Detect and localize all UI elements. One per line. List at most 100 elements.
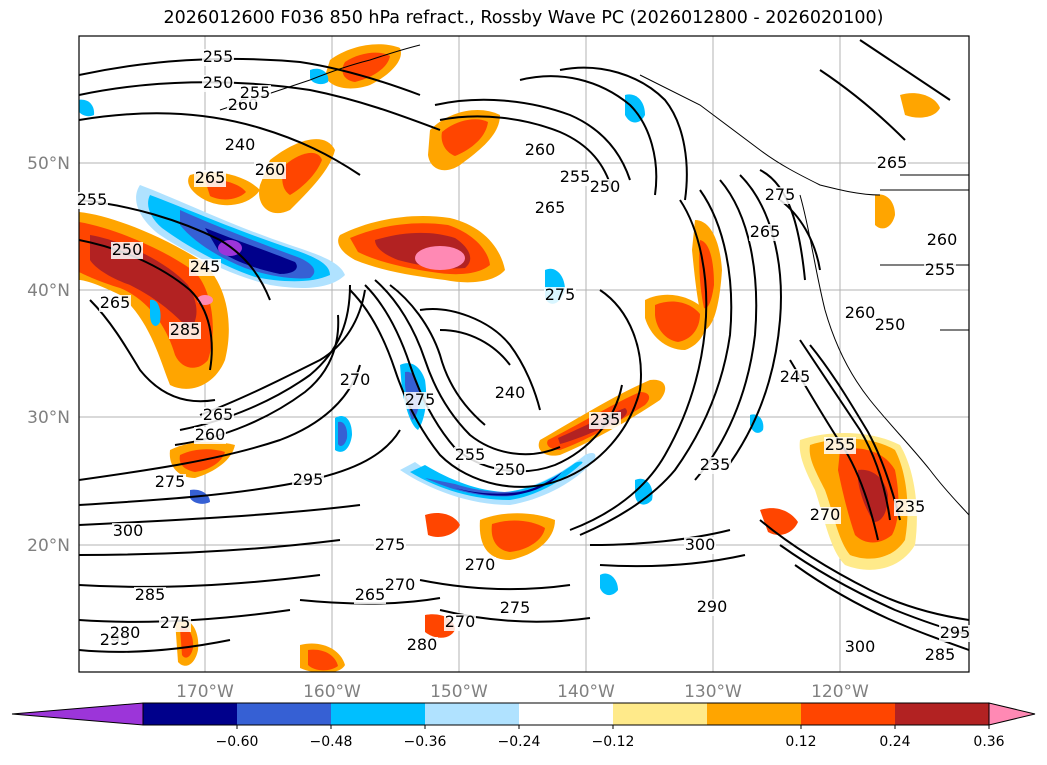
lon-label: 170°W xyxy=(176,682,234,702)
contour-label-bg xyxy=(924,262,956,279)
contour-label: 265 xyxy=(203,405,234,424)
lat-label: 30°N xyxy=(27,408,70,428)
contour-label-bg xyxy=(111,242,143,259)
colorbar-segment xyxy=(425,703,519,725)
contour-label-bg xyxy=(939,625,971,642)
contour-label: 260 xyxy=(927,230,958,249)
colorbar-tick-label: 0.24 xyxy=(879,734,910,750)
contour-label: 275 xyxy=(500,598,531,617)
contour-label: 265 xyxy=(100,293,131,312)
contour-label-bg xyxy=(374,537,406,554)
contour-label-bg xyxy=(454,447,486,464)
contour-label: 280 xyxy=(110,623,141,642)
contour-label: 265 xyxy=(877,153,908,172)
contour-label-bg xyxy=(926,232,958,249)
colorbar-tick-label: −0.60 xyxy=(216,734,259,750)
colorbar-tick-label: 0.12 xyxy=(785,734,816,750)
lon-label: 120°W xyxy=(811,682,869,702)
contour-label: 255 xyxy=(240,83,271,102)
colorbar-segment xyxy=(613,703,707,725)
contour-label-bg xyxy=(464,557,496,574)
contour-label: 275 xyxy=(155,472,186,491)
contour-label-bg xyxy=(696,599,728,616)
contour-label-bg xyxy=(494,462,526,479)
contour-label-bg xyxy=(589,412,621,429)
contour-label-bg xyxy=(874,317,906,334)
contour-label: 250 xyxy=(203,73,234,92)
refractivity-contours xyxy=(79,39,969,653)
contour-label: 255 xyxy=(560,167,591,186)
colorbar: −0.60−0.48−0.36−0.24−0.120.120.240.360.4… xyxy=(11,702,1036,750)
lat-label: 50°N xyxy=(27,154,70,174)
contour-label: 275 xyxy=(160,613,191,632)
contour-label-bg xyxy=(894,499,926,516)
lon-label: 160°W xyxy=(303,682,361,702)
contour-label: 270 xyxy=(810,505,841,524)
contour-label-bg xyxy=(254,162,286,179)
colorbar-tick-label: −0.12 xyxy=(592,734,635,750)
contour-label-bg xyxy=(779,369,811,386)
contour-label: 295 xyxy=(940,623,971,642)
contour-label: 275 xyxy=(545,285,576,304)
contour-label: 235 xyxy=(895,497,926,516)
colorbar-segment xyxy=(331,703,425,725)
contour-label-bg xyxy=(112,523,144,540)
lon-label: 140°W xyxy=(557,682,615,702)
colorbar-tick-label: 0.36 xyxy=(973,734,1004,750)
contour-label: 270 xyxy=(385,575,416,594)
contour-label-bg xyxy=(844,305,876,322)
map-title: 2026012600 F036 850 hPa refract., Rossby… xyxy=(163,8,884,28)
contour-label-bg xyxy=(699,457,731,474)
contour-label: 255 xyxy=(77,190,108,209)
contour-label: 295 xyxy=(293,470,324,489)
contour-label-bg xyxy=(406,637,438,654)
contour-label-bg xyxy=(876,155,908,172)
lat-label: 40°N xyxy=(27,281,70,301)
contour-label-bg xyxy=(292,472,324,489)
contour-label-bg xyxy=(404,392,436,409)
map-frame xyxy=(78,35,970,673)
contour-label-bg xyxy=(109,625,141,642)
colorbar-extend-max xyxy=(988,702,1036,726)
contour-label-bg xyxy=(224,137,256,154)
contour-label: 265 xyxy=(750,222,781,241)
contour-label: 275 xyxy=(375,535,406,554)
contour-label-bg xyxy=(589,179,621,196)
contour-label: 285 xyxy=(925,645,956,664)
contour-label-bg xyxy=(76,192,108,209)
contour-label: 290 xyxy=(697,597,728,616)
lon-label: 150°W xyxy=(430,682,488,702)
contour-label-bg xyxy=(764,187,796,204)
contour-label-bg xyxy=(202,49,234,66)
contour-label-bg xyxy=(169,322,201,339)
colorbar-tick-label: −0.24 xyxy=(498,734,541,750)
contour-label-bg xyxy=(134,587,166,604)
contour-label-bg xyxy=(499,600,531,617)
contour-label: 255 xyxy=(825,435,856,454)
contour-label-bg xyxy=(384,577,416,594)
contour-label: 250 xyxy=(495,460,526,479)
contour-label-bg xyxy=(494,385,526,402)
contour-label: 245 xyxy=(190,257,221,276)
contour-label-bg xyxy=(559,169,591,186)
colorbar-segment xyxy=(707,703,801,725)
contour-label-bg xyxy=(844,639,876,656)
contour-label-bg xyxy=(159,615,191,632)
colorbar-segment xyxy=(801,703,895,725)
contour-label: 300 xyxy=(113,521,144,540)
contour-label-bg xyxy=(444,614,476,631)
contour-label: 265 xyxy=(355,585,386,604)
contour-label-bg xyxy=(924,647,956,664)
contour-label: 260 xyxy=(255,160,286,179)
contour-label: 250 xyxy=(590,177,621,196)
contour-label-bg xyxy=(189,259,221,276)
contour-label: 255 xyxy=(455,445,486,464)
contour-label-bg xyxy=(809,507,841,524)
contour-label-bg xyxy=(534,200,566,217)
contour-label: 270 xyxy=(445,612,476,631)
colorbar-segment xyxy=(143,703,237,725)
colorbar-extend-min xyxy=(11,702,144,726)
contour-label: 255 xyxy=(925,260,956,279)
contour-label-bg xyxy=(202,75,234,92)
